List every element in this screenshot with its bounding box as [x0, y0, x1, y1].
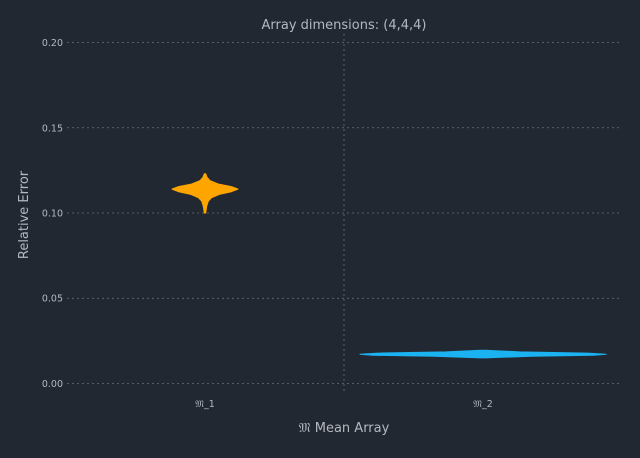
y-tick-label: 0.20 — [42, 38, 63, 49]
x-axis-label: 𝔐 Mean Array — [299, 421, 390, 436]
y-tick-label: 0.00 — [42, 379, 63, 390]
chart-title: Array dimensions: (4,4,4) — [262, 18, 427, 33]
x-tick-label: 𝔐_1 — [195, 398, 215, 410]
tick-layer: 0.00 0.05 0.10 0.15 0.20 𝔐_1 𝔐_2 — [42, 38, 493, 410]
violin-layer — [171, 173, 607, 359]
grid-layer — [67, 34, 622, 392]
y-tick-label: 0.10 — [42, 209, 63, 220]
y-axis-label: Relative Error — [17, 170, 32, 259]
y-tick-label: 0.05 — [42, 294, 63, 305]
y-tick-label: 0.15 — [42, 123, 63, 134]
violin-2 — [359, 349, 607, 359]
x-tick-label: 𝔐_2 — [473, 398, 493, 410]
violin-1 — [171, 173, 239, 214]
